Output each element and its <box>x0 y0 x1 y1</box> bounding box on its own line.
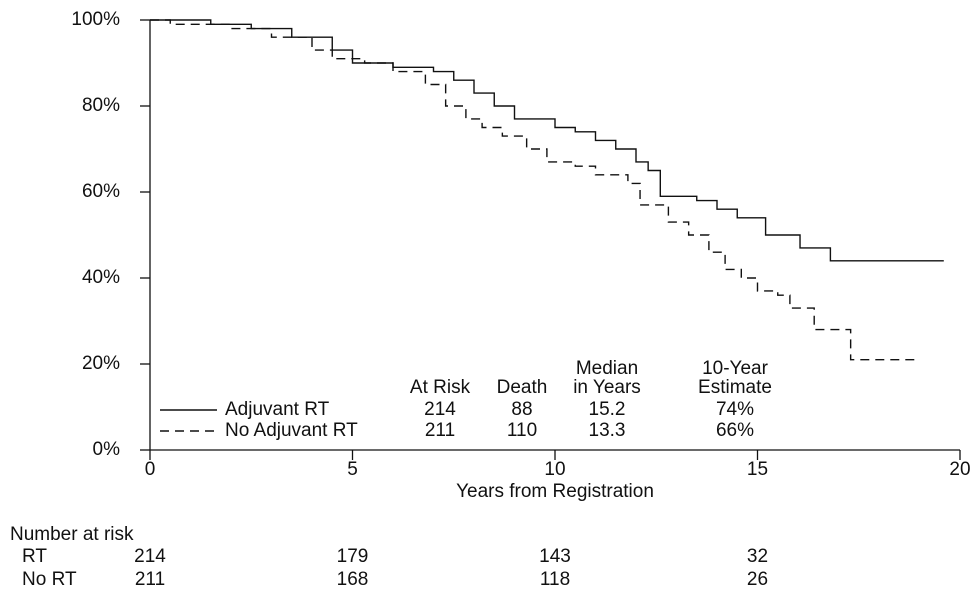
legend-value: 66% <box>716 420 754 441</box>
y-tick-label: 100% <box>71 9 120 30</box>
legend-header: Median <box>576 358 638 379</box>
y-tick-label: 80% <box>82 95 120 116</box>
x-tick-label: 0 <box>145 459 156 480</box>
y-tick-label: 20% <box>82 353 120 374</box>
legend-value: 15.2 <box>589 399 626 420</box>
legend-header: Estimate <box>698 377 772 398</box>
legend-label: Adjuvant RT <box>225 399 330 420</box>
legend-header: 10-Year <box>702 358 769 379</box>
legend-header: At Risk <box>410 377 471 398</box>
x-tick-label: 15 <box>747 459 768 480</box>
legend-value: 110 <box>507 420 537 441</box>
survival-curve <box>150 19 916 361</box>
risk-value: 143 <box>539 546 571 567</box>
legend-header: in Years <box>573 377 641 398</box>
legend-label: No Adjuvant RT <box>225 420 358 441</box>
risk-value: 214 <box>134 546 166 567</box>
x-tick-label: 10 <box>544 459 565 480</box>
risk-value: 179 <box>337 546 369 567</box>
risk-value: 211 <box>135 569 165 590</box>
y-tick-label: 60% <box>82 181 120 202</box>
legend-value: 214 <box>424 399 456 420</box>
x-tick-label: 20 <box>949 459 970 480</box>
risk-table-title: Number at risk <box>10 524 134 545</box>
risk-row-label: No RT <box>22 569 77 590</box>
legend-value: 88 <box>511 399 532 420</box>
risk-value: 32 <box>747 546 768 567</box>
legend-header: Death <box>497 377 548 398</box>
risk-value: 26 <box>747 569 768 590</box>
survival-curve <box>150 19 944 262</box>
risk-row-label: RT <box>22 546 47 567</box>
risk-value: 168 <box>337 569 369 590</box>
x-axis-label: Years from Registration <box>456 481 654 502</box>
y-tick-label: 0% <box>93 439 121 460</box>
x-tick-label: 5 <box>347 459 358 480</box>
legend-value: 211 <box>425 420 455 441</box>
legend-value: 74% <box>716 399 754 420</box>
risk-value: 118 <box>540 569 570 590</box>
legend-value: 13.3 <box>589 420 626 441</box>
y-tick-label: 40% <box>82 267 120 288</box>
